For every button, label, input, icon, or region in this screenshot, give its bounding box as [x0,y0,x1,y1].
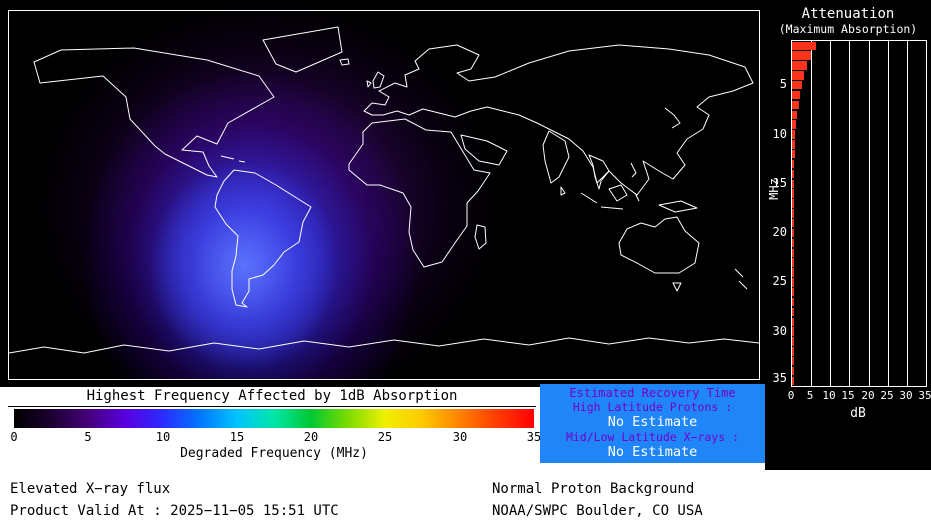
y-tick: 15 [772,176,787,190]
colorbar-legend: Highest Frequency Affected by 1dB Absorp… [8,387,541,472]
attenuation-bar [792,189,794,198]
proton-status-text: Normal Proton Background [492,481,695,497]
map-panel [0,0,765,387]
y-tick: 10 [772,127,787,141]
attenuation-bar [792,100,799,110]
y-tick: 5 [779,77,787,91]
colorbar [14,409,534,428]
noaa-credit-text: NOAA/SWPC Boulder, CO USA [492,503,703,519]
recovery-time-box: Estimated Recovery Time High Latitude Pr… [540,384,765,463]
attenuation-bar [792,376,794,386]
x-axis-label: dB [850,406,866,421]
chart-gridline [906,41,908,386]
legend-tick: 35 [526,430,542,444]
legend-tick: 20 [303,430,319,444]
y-tick: 35 [772,371,787,385]
attenuation-bar [792,337,794,346]
attenuation-bar [792,268,794,277]
attenuation-bar [792,248,794,258]
attenuation-bar [792,219,794,228]
legend-tick: 25 [377,430,393,444]
attenuation-chart [791,40,927,387]
attenuation-bar [792,120,797,129]
attenuation-panel: Attenuation (Maximum Absorption) 5 10 15… [765,0,931,470]
attenuation-bar [792,347,794,356]
attenuation-subtitle: (Maximum Absorption) [778,22,918,36]
legend-tick: 15 [229,430,245,444]
world-map [8,10,760,380]
x-tick: 25 [880,389,894,402]
legend-title: Highest Frequency Affected by 1dB Absorp… [8,388,536,407]
x-tick: 20 [861,389,875,402]
attenuation-bar [792,110,798,120]
x-tick: 30 [899,389,913,402]
attenuation-bar [792,297,794,307]
attenuation-bar [792,90,801,100]
x-tick: 35 [918,389,931,402]
x-tick: 15 [841,389,855,402]
y-tick: 25 [772,274,787,288]
coastlines [9,26,759,354]
chart-gridline [811,41,813,386]
x-tick: 0 [787,389,795,402]
recovery-row-label: High Latitude Protons : [572,400,733,414]
attenuation-title: Attenuation [801,6,895,22]
attenuation-bar [792,228,794,238]
y-tick: 30 [772,324,787,338]
attenuation-bar [792,288,794,297]
recovery-row-value: No Estimate [607,444,698,460]
legend-tick: 10 [155,430,171,444]
attenuation-bar [792,366,794,376]
legend-caption: Degraded Frequency (MHz) [180,446,368,461]
attenuation-bar [792,41,816,51]
attenuation-bar [792,209,794,218]
attenuation-bar [792,179,794,189]
attenuation-bar [792,238,794,248]
chart-gridline [887,41,889,386]
recovery-row-value: No Estimate [607,414,698,430]
y-axis-label: MHz [767,178,781,200]
attenuation-bar [792,278,794,287]
x-tick: 10 [822,389,836,402]
attenuation-bar [792,199,794,208]
attenuation-bar [792,169,795,179]
attenuation-bar [792,327,794,336]
y-tick: 20 [772,225,787,239]
attenuation-bar [792,357,794,366]
attenuation-bar [792,130,796,139]
legend-tick: 0 [10,430,18,444]
attenuation-bar [792,71,805,80]
recovery-title: Estimated Recovery Time [569,386,736,400]
chart-gridline [830,41,832,386]
attenuation-bar [792,81,802,90]
chart-gridline [849,41,851,386]
attenuation-bar [792,159,795,169]
flux-status-text: Elevated X−ray flux [10,481,171,497]
attenuation-bar [792,140,796,149]
attenuation-bar [792,317,794,327]
recovery-row-label: Mid/Low Latitude X−rays : [565,430,740,444]
attenuation-bar [792,61,808,70]
x-tick: 5 [806,389,814,402]
legend-tick: 30 [452,430,468,444]
attenuation-bar [792,307,794,317]
product-valid-text: Product Valid At : 2025−11−05 15:51 UTC [10,503,339,519]
attenuation-bar [792,51,812,60]
attenuation-bar [792,258,794,267]
chart-gridline [868,41,870,386]
legend-tick: 5 [84,430,92,444]
attenuation-bar [792,150,795,159]
